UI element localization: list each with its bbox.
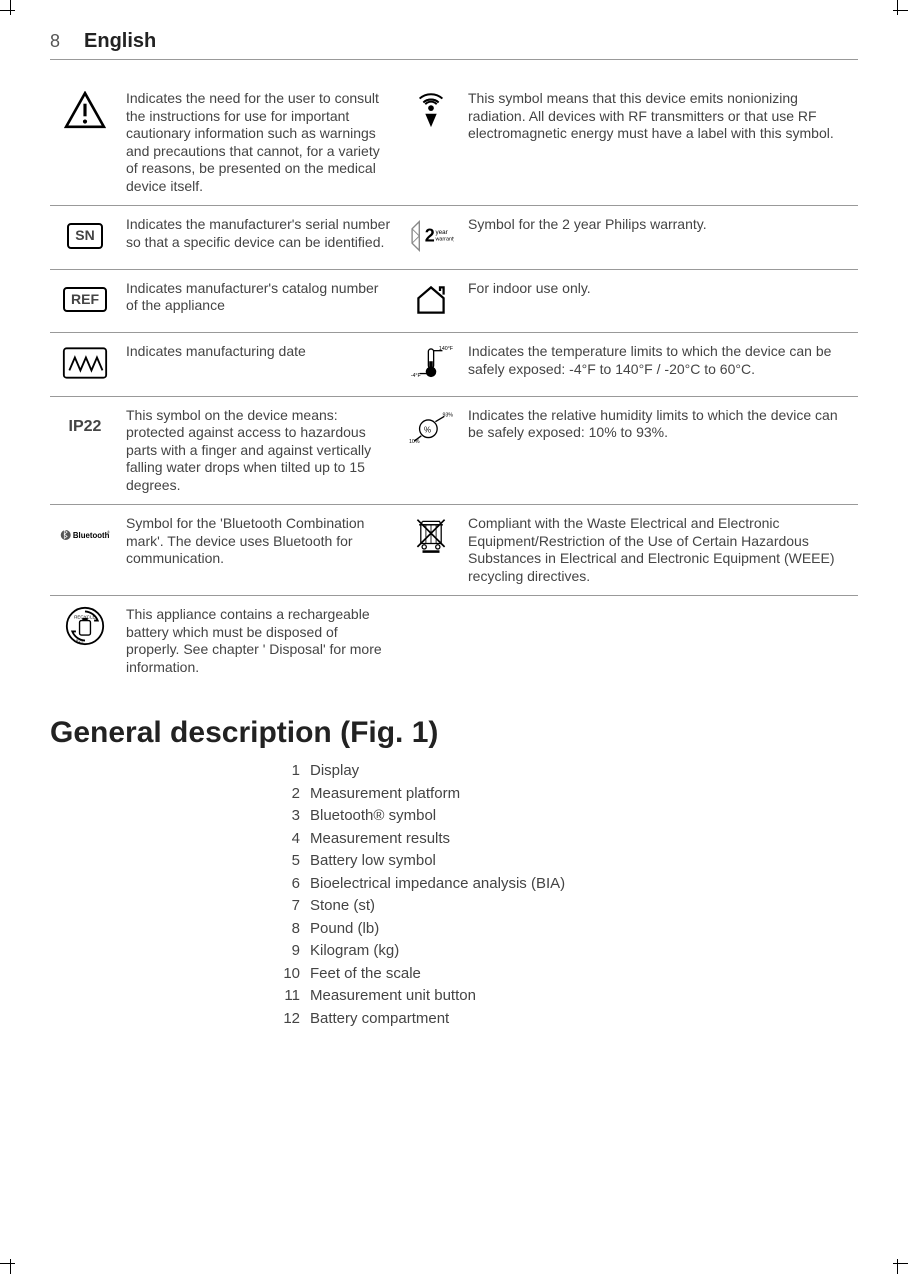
weee-icon: [400, 505, 462, 596]
list-item: 10 Feet of the scale: [280, 963, 858, 986]
list-number: 8: [280, 918, 300, 941]
list-item: 2 Measurement platform: [280, 783, 858, 806]
list-text: Measurement results: [310, 828, 450, 851]
symbol-description: This symbol means that this device emits…: [462, 80, 858, 206]
svg-text:-4°F: -4°F: [411, 373, 421, 379]
list-number: 5: [280, 850, 300, 873]
list-text: Stone (st): [310, 895, 375, 918]
symbol-description: Compliant with the Waste Electrical and …: [462, 505, 858, 596]
symbol-description: Indicates manufacturing date: [120, 333, 400, 397]
general-description-list: 1 Display 2 Measurement platform 3 Bluetooth®…: [280, 760, 858, 1030]
recycle-battery-icon: RECYCLE822: [50, 596, 120, 687]
list-number: 3: [280, 805, 300, 828]
ref-box-icon: REF: [50, 269, 120, 333]
list-text: Bluetooth® symbol: [310, 805, 436, 828]
symbol-row: RECYCLE822This appliance contains a rech…: [50, 596, 858, 687]
symbols-table: Indicates the need for the user to consu…: [50, 80, 858, 686]
list-item: 11 Measurement unit button: [280, 985, 858, 1008]
list-text: Kilogram (kg): [310, 940, 399, 963]
list-item: 6 Bioelectrical impedance analysis (BIA): [280, 873, 858, 896]
section-title: General description (Fig. 1): [50, 716, 858, 750]
page-language: English: [84, 30, 156, 53]
svg-text:®: ®: [107, 531, 110, 535]
svg-text:10%: 10%: [409, 438, 420, 444]
page-number: 8: [50, 31, 60, 52]
list-number: 10: [280, 963, 300, 986]
warning-triangle-icon: [50, 80, 120, 206]
svg-text:year: year: [436, 229, 448, 236]
list-item: 1 Display: [280, 760, 858, 783]
list-number: 11: [280, 985, 300, 1008]
svg-text:93%: 93%: [442, 412, 453, 418]
list-number: 7: [280, 895, 300, 918]
list-text: Battery compartment: [310, 1008, 449, 1031]
list-item: 9 Kilogram (kg): [280, 940, 858, 963]
symbol-row: REFIndicates manufacturer's catalog numb…: [50, 269, 858, 333]
humidity-limits-icon: % 93% 10%: [400, 396, 462, 505]
symbol-row: SNIndicates the manufacturer's serial nu…: [50, 206, 858, 270]
list-item: 7 Stone (st): [280, 895, 858, 918]
symbol-description: Indicates manufacturer's catalog number …: [120, 269, 400, 333]
list-item: 3 Bluetooth® symbol: [280, 805, 858, 828]
symbol-description: Indicates the need for the user to consu…: [120, 80, 400, 206]
list-number: 6: [280, 873, 300, 896]
list-item: 5 Battery low symbol: [280, 850, 858, 873]
symbol-description: Indicates the temperature limits to whic…: [462, 333, 858, 397]
list-item: 4 Measurement results: [280, 828, 858, 851]
symbol-description: Symbol for the 2 year Philips warranty.: [462, 206, 858, 270]
list-text: Battery low symbol: [310, 850, 436, 873]
two-year-warranty-icon: 2yearwarranty: [400, 206, 462, 270]
list-number: 2: [280, 783, 300, 806]
symbol-description: Indicates the manufacturer's serial numb…: [120, 206, 400, 270]
symbol-description: This appliance contains a rechargeable b…: [120, 596, 400, 687]
ip22-icon: IP22: [50, 396, 120, 505]
list-number: 9: [280, 940, 300, 963]
symbol-description: For indoor use only.: [462, 269, 858, 333]
list-number: 4: [280, 828, 300, 851]
empty-icon: [400, 596, 462, 687]
list-text: Pound (lb): [310, 918, 379, 941]
list-item: 12 Battery compartment: [280, 1008, 858, 1031]
symbol-row: Bluetooth®Symbol for the 'Bluetooth Comb…: [50, 505, 858, 596]
symbol-description: This symbol on the device means: protect…: [120, 396, 400, 505]
svg-text:2: 2: [425, 225, 435, 245]
symbol-description: Indicates the relative humidity limits t…: [462, 396, 858, 505]
list-item: 8 Pound (lb): [280, 918, 858, 941]
symbol-description: Symbol for the 'Bluetooth Combination ma…: [120, 505, 400, 596]
sn-box-icon: SN: [50, 206, 120, 270]
manufacturing-date-icon: [50, 333, 120, 397]
symbol-row: Indicates the need for the user to consu…: [50, 80, 858, 206]
list-text: Feet of the scale: [310, 963, 421, 986]
svg-text:warranty: warranty: [435, 237, 455, 243]
page-header: 8 English: [50, 30, 858, 60]
list-text: Display: [310, 760, 359, 783]
list-number: 12: [280, 1008, 300, 1031]
list-text: Bioelectrical impedance analysis (BIA): [310, 873, 565, 896]
svg-text:Bluetooth: Bluetooth: [73, 531, 110, 540]
svg-text:822: 822: [76, 638, 84, 643]
symbol-description: [462, 596, 858, 687]
bluetooth-icon: Bluetooth®: [50, 505, 120, 596]
symbol-row: IP22This symbol on the device means: pro…: [50, 396, 858, 505]
list-text: Measurement unit button: [310, 985, 476, 1008]
symbol-row: Indicates manufacturing date 140°F -4°F Ind…: [50, 333, 858, 397]
rf-radiation-icon: [400, 80, 462, 206]
indoor-use-icon: [400, 269, 462, 333]
list-number: 1: [280, 760, 300, 783]
temperature-limits-icon: 140°F -4°F: [400, 333, 462, 397]
svg-text:140°F: 140°F: [439, 346, 453, 352]
list-text: Measurement platform: [310, 783, 460, 806]
svg-text:%: %: [424, 425, 431, 434]
